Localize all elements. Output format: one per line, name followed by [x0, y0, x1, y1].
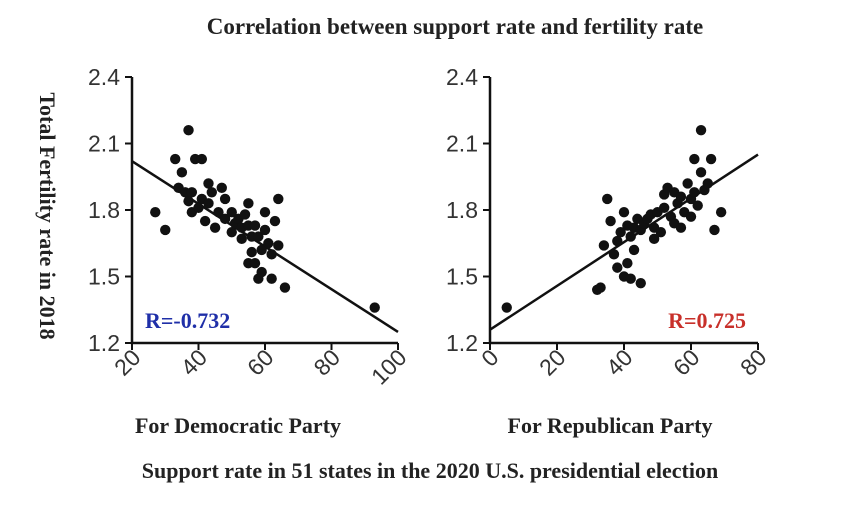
republican-data-point: [695, 125, 707, 136]
republican-y-tick-label: 2.4: [446, 64, 478, 90]
republican-data-point: [689, 153, 700, 165]
democratic-data-point: [193, 202, 204, 213]
democratic-data-point: [253, 231, 264, 242]
democratic-data-point: [176, 167, 188, 178]
democratic-data-point: [213, 207, 224, 218]
republican-data-point: [685, 211, 697, 222]
republican-x-axis-label: For Republican Party: [508, 413, 713, 438]
republican-data-point: [702, 178, 713, 189]
republican-data-point: [618, 207, 630, 218]
democratic-data-point: [273, 240, 284, 251]
democratic-data-point: [279, 282, 291, 293]
republican-data-point: [692, 200, 703, 211]
democratic-data-point: [239, 209, 251, 220]
democratic-data-point: [266, 273, 277, 284]
republican-data-point: [595, 282, 606, 293]
democratic-data-point: [256, 244, 267, 256]
democratic-data-point: [186, 187, 198, 198]
republican-data-point: [501, 302, 512, 313]
democratic-x-tick-label: 100: [366, 344, 412, 390]
democratic-data-point: [199, 215, 211, 227]
democratic-data-point: [216, 182, 227, 194]
democratic-data-point: [243, 198, 254, 209]
democratic-data-point: [259, 207, 271, 218]
democratic-data-point: [226, 207, 237, 218]
democratic-data-point: [256, 266, 267, 278]
republican-data-point: [608, 249, 620, 260]
republican-data-point: [655, 226, 667, 238]
democratic-data-point: [160, 224, 171, 236]
democratic-x-tick-label: 80: [309, 344, 345, 380]
republican-data-point: [705, 153, 717, 165]
democratic-x-tick-label: 60: [242, 344, 278, 380]
democratic-data-point: [249, 258, 261, 269]
republican-data-point: [715, 207, 727, 218]
democratic-data-point: [246, 246, 257, 258]
democratic-data-point: [249, 220, 261, 231]
democratic-data-point: [219, 193, 231, 205]
republican-x-tick-label: 80: [735, 344, 771, 380]
republican-data-point: [605, 215, 616, 227]
republican-data-point: [675, 222, 687, 233]
republican-data-point: [625, 273, 636, 284]
democratic-x-axis-label: For Democratic Party: [135, 413, 341, 438]
democratic-data-point: [273, 193, 284, 205]
democratic-data-point: [269, 215, 281, 227]
figure-footer: Support rate in 51 states in the 2020 U.…: [142, 458, 718, 483]
y-axis-label: Total Fertility rate in 2018: [35, 92, 60, 339]
democratic-y-tick-label: 2.1: [88, 131, 120, 157]
republican-data-point: [602, 193, 613, 205]
republican-x-tick-label: 40: [601, 344, 637, 380]
republican-data-point: [612, 235, 623, 247]
democratic-data-point: [263, 238, 274, 249]
democratic-data-point: [196, 153, 208, 165]
republican-data-point: [622, 258, 633, 269]
democratic-data-point: [183, 195, 194, 207]
republican-data-point: [612, 262, 623, 273]
republican-trend-line: [489, 153, 759, 331]
democratic-x-tick-label: 40: [176, 344, 212, 380]
republican-data-point: [695, 167, 707, 178]
democratic-data-point: [209, 222, 221, 233]
republican-data-point: [682, 178, 693, 189]
republican-data-point: [615, 226, 626, 238]
democratic-data-point: [170, 153, 181, 165]
republican-data-point: [635, 277, 646, 289]
democratic-data-point: [259, 224, 271, 236]
democratic-data-point: [183, 125, 194, 136]
republican-scatter-panel: 1.21.51.82.12.40 20 40 60 80R=0.725: [446, 64, 772, 381]
republican-y-tick-label: 2.1: [446, 131, 478, 157]
democratic-y-tick-label: 1.5: [88, 264, 120, 290]
republican-correlation-label: R=0.725: [668, 308, 746, 333]
democratic-data-point: [266, 249, 277, 260]
figure-title: Correlation between support rate and fer…: [207, 14, 704, 39]
republican-data-point: [628, 244, 640, 256]
republican-data-point: [659, 202, 670, 213]
republican-y-tick-label: 1.2: [446, 330, 478, 356]
democratic-data-point: [203, 178, 214, 189]
republican-y-tick-label: 1.8: [446, 197, 478, 223]
republican-x-tick-label: 60: [668, 344, 704, 380]
democratic-y-tick-label: 1.8: [88, 197, 120, 223]
republican-data-point: [689, 187, 700, 198]
democratic-data-point: [369, 302, 380, 313]
democratic-y-tick-label: 1.2: [88, 330, 120, 356]
republican-data-point: [625, 231, 636, 242]
republican-y-tick-label: 1.5: [446, 264, 478, 290]
democratic-data-point: [219, 213, 231, 225]
republican-data-point: [709, 224, 720, 236]
democratic-data-point: [203, 198, 214, 209]
republican-data-point: [675, 191, 687, 202]
democratic-data-point: [236, 233, 247, 245]
democratic-data-point: [226, 226, 237, 238]
democratic-correlation-label: R=-0.732: [145, 308, 230, 333]
republican-data-point: [648, 233, 660, 245]
republican-x-tick-label: 20: [534, 344, 570, 380]
republican-data-point: [598, 240, 610, 251]
democratic-data-point: [206, 187, 217, 198]
democratic-y-tick-label: 2.4: [88, 64, 120, 90]
democratic-data-point: [150, 207, 161, 218]
